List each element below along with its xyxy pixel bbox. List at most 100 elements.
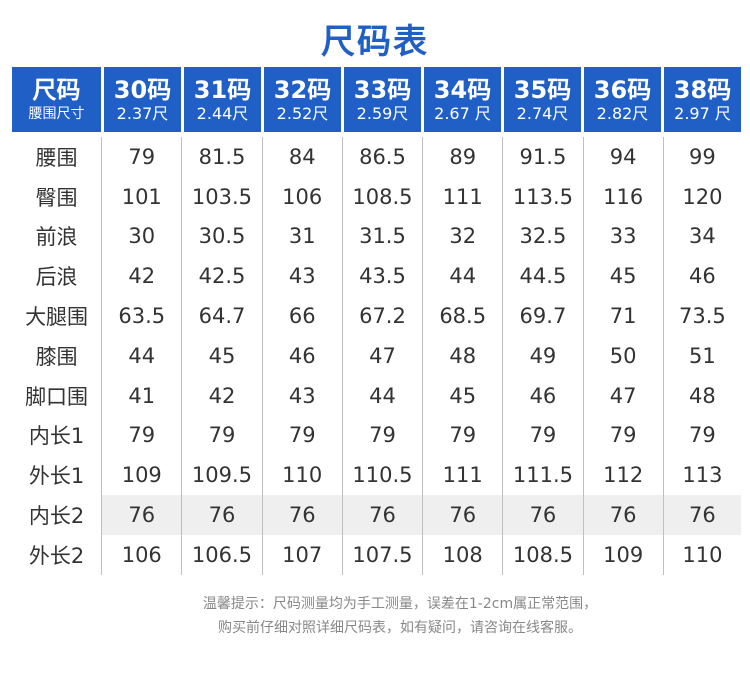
table-cell: 110 — [261, 455, 342, 496]
header-size: 36码 — [593, 75, 652, 104]
row-label: 大腿围 — [25, 305, 89, 330]
header-waist-chi: 2.74尺 — [516, 103, 569, 123]
header-size-cell: 35码 2.74尺 — [504, 67, 581, 132]
header-size: 34码 — [433, 75, 492, 104]
header-size: 30码 — [113, 75, 172, 104]
header-size-cell: 30码 2.37尺 — [104, 67, 181, 132]
table-cell: 109 — [582, 534, 663, 575]
table-cell: 108 — [422, 534, 502, 575]
table-cell: 116 — [582, 176, 663, 217]
row-label: 腰围 — [35, 145, 78, 170]
table-cell: 67.2 — [341, 296, 422, 336]
table-row: 外长2 106 106.5 107 107.5 108 108.5 109 11… — [12, 534, 741, 575]
table-cell: 76 — [341, 495, 422, 535]
table-cell: 32 — [422, 216, 502, 257]
table-cell: 43 — [261, 256, 342, 297]
table-cell: 45 — [181, 335, 261, 376]
header-size: 35码 — [513, 75, 572, 104]
table-row: 内长1 79 79 79 79 79 79 79 79 — [12, 415, 741, 456]
table-cell: 112 — [582, 455, 663, 496]
table-row: 膝围 44 45 46 47 48 49 50 51 — [12, 335, 741, 376]
table-cell: 41 — [101, 375, 181, 416]
table-cell: 51 — [662, 335, 741, 376]
table-cell: 47 — [341, 335, 422, 376]
table-cell: 44 — [341, 375, 422, 416]
table-cell: 46 — [502, 375, 582, 416]
header-size: 38码 — [673, 75, 732, 104]
table-cell: 111 — [422, 455, 502, 496]
header-size-cell: 36码 2.82尺 — [584, 67, 661, 132]
row-label: 外长1 — [28, 464, 85, 489]
footnote-line-1: 温馨提示：尺码测量均为手工测量，误差在1-2cm属正常范围， — [202, 596, 598, 612]
table-cell: 31.5 — [341, 216, 422, 257]
table-cell: 76 — [422, 495, 502, 535]
table-cell: 42 — [181, 375, 261, 416]
footnote: 温馨提示：尺码测量均为手工测量，误差在1-2cm属正常范围， 购买前仔细对照详细… — [0, 592, 750, 640]
table-cell: 48 — [422, 335, 502, 376]
table-cell: 108.5 — [341, 176, 422, 217]
header-waist-size-label: 腰围尺寸 — [28, 105, 85, 122]
table-cell: 66 — [261, 296, 342, 336]
table-cell: 69.7 — [502, 296, 582, 336]
table-cell: 32.5 — [502, 216, 582, 257]
table-cell: 79 — [261, 415, 342, 456]
row-label: 外长2 — [28, 543, 85, 568]
header-size-label-cell: 尺码 腰围尺寸 — [12, 67, 101, 132]
table-cell: 43 — [261, 375, 342, 416]
table-cell: 50 — [582, 335, 663, 376]
header-size-label: 尺码 — [32, 75, 81, 104]
table-cell: 79 — [181, 415, 261, 456]
header-size-cell: 31码 2.44尺 — [184, 67, 261, 132]
table-cell: 76 — [261, 495, 342, 535]
row-label: 前浪 — [35, 225, 78, 250]
table-cell: 76 — [181, 495, 261, 535]
header-size-cell: 33码 2.59尺 — [344, 67, 421, 132]
table-cell: 64.7 — [181, 296, 261, 336]
table-row: 外长1 109 109.5 110 110.5 111 111.5 112 11… — [12, 455, 741, 496]
table-cell: 76 — [502, 495, 582, 535]
table-row: 后浪 42 42.5 43 43.5 44 44.5 45 46 — [12, 256, 741, 297]
table-row: 大腿围 63.5 64.7 66 67.2 68.5 69.7 71 73.5 — [12, 296, 741, 336]
page-title: 尺码表 — [321, 22, 429, 62]
table-cell: 99 — [662, 137, 741, 177]
table-cell: 120 — [662, 176, 741, 217]
table-cell: 49 — [502, 335, 582, 376]
table-cell: 111 — [422, 176, 502, 217]
header-waist-chi: 2.44尺 — [196, 103, 249, 123]
table-cell: 109 — [101, 455, 181, 496]
table-cell: 109.5 — [181, 455, 261, 496]
table-cell: 46 — [261, 335, 342, 376]
table-cell: 48 — [662, 375, 741, 416]
size-table-body: 腰围 79 81.5 84 86.5 89 91.5 94 99 臀围 101 … — [12, 137, 741, 575]
table-cell: 79 — [422, 415, 502, 456]
table-row: 内长2 76 76 76 76 76 76 76 76 — [12, 495, 741, 535]
table-cell: 71 — [582, 296, 663, 336]
table-cell: 44.5 — [502, 256, 582, 297]
size-header-row: 尺码 腰围尺寸 30码 2.37尺 31码 2.44尺 32码 2.52尺 33… — [12, 67, 741, 132]
table-cell: 31 — [261, 216, 342, 257]
table-row: 臀围 101 103.5 106 108.5 111 113.5 116 120 — [12, 176, 741, 217]
table-cell: 46 — [662, 256, 741, 297]
table-cell: 45 — [582, 256, 663, 297]
table-cell: 94 — [582, 137, 663, 177]
table-cell: 76 — [662, 495, 741, 535]
table-cell: 44 — [422, 256, 502, 297]
table-cell: 89 — [422, 137, 502, 177]
header-size: 32码 — [273, 75, 332, 104]
table-cell: 79 — [101, 415, 181, 456]
header-waist-chi: 2.67 尺 — [434, 103, 491, 123]
table-cell: 79 — [341, 415, 422, 456]
table-cell: 84 — [261, 137, 342, 177]
table-cell: 42.5 — [181, 256, 261, 297]
row-label: 内长1 — [28, 424, 85, 449]
table-cell: 47 — [582, 375, 663, 416]
header-waist-chi: 2.52尺 — [276, 103, 329, 123]
table-cell: 106 — [101, 534, 181, 575]
table-cell: 76 — [582, 495, 663, 535]
table-cell: 113.5 — [502, 176, 582, 217]
table-cell: 79 — [502, 415, 582, 456]
table-cell: 110.5 — [341, 455, 422, 496]
table-cell: 30 — [101, 216, 181, 257]
table-cell: 73.5 — [662, 296, 741, 336]
table-cell: 79 — [582, 415, 663, 456]
